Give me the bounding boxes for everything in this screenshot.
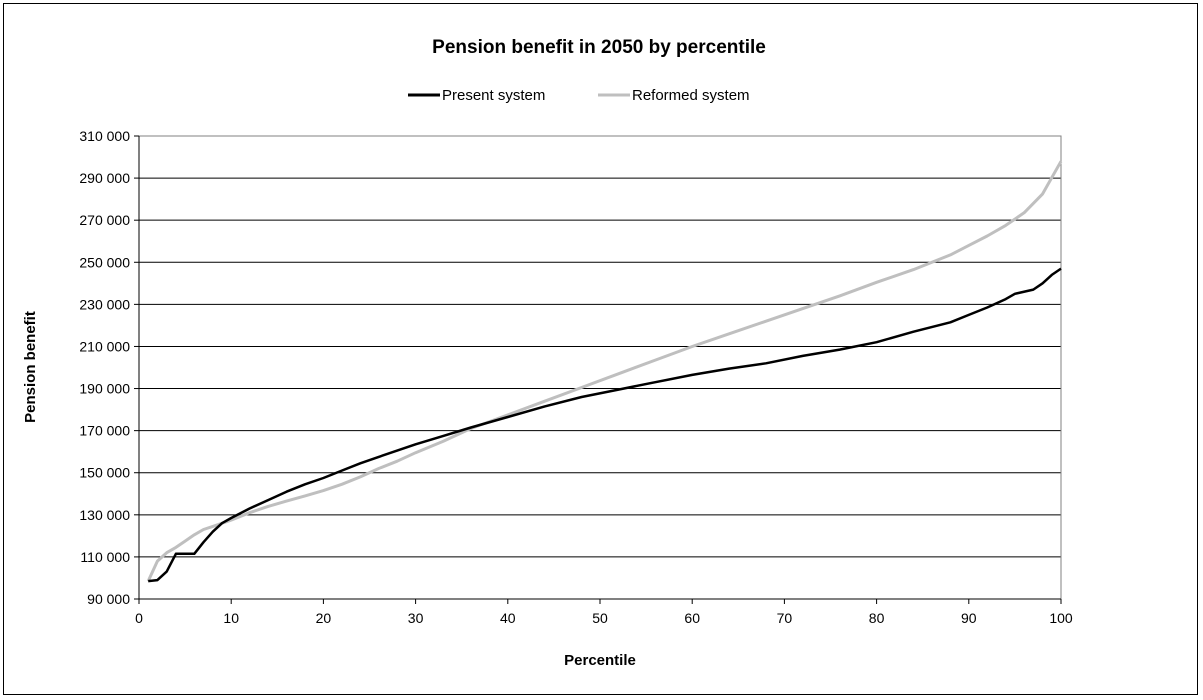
x-tick-label: 20 bbox=[316, 610, 332, 626]
x-axis: 0 10 20 30 40 50 60 70 80 90 100 bbox=[135, 598, 1073, 626]
x-tick-label: 0 bbox=[135, 610, 143, 626]
y-tick-label: 90 000 bbox=[87, 591, 130, 607]
y-tick-label: 110 000 bbox=[80, 549, 130, 565]
y-tick-label: 210 000 bbox=[79, 338, 130, 354]
line-chart: Pension benefit in 2050 by percentile Pr… bbox=[22, 37, 1073, 669]
x-tick-label: 50 bbox=[592, 610, 608, 626]
legend-label: Present system bbox=[442, 87, 545, 104]
x-tick-label: 90 bbox=[961, 610, 977, 626]
x-tick-label: 80 bbox=[869, 610, 885, 626]
y-tick-label: 190 000 bbox=[79, 381, 130, 397]
x-axis-title: Percentile bbox=[564, 652, 636, 669]
y-tick-label: 270 000 bbox=[79, 212, 130, 228]
series-lines bbox=[146, 160, 1063, 583]
y-axis: 90 000 110 000 130 000 150 000 170 000 190 00… bbox=[79, 128, 140, 607]
series-line-present-system bbox=[148, 267, 1062, 583]
y-tick-label: 130 000 bbox=[79, 507, 130, 523]
y-tick-label: 170 000 bbox=[79, 423, 130, 439]
y-tick-label: 310 000 bbox=[79, 128, 130, 144]
x-tick-label: 100 bbox=[1049, 610, 1073, 626]
chart-frame: Pension benefit in 2050 by percentile Pr… bbox=[3, 3, 1198, 695]
x-tick-label: 60 bbox=[684, 610, 700, 626]
plot-area bbox=[138, 135, 1062, 600]
legend: Present system Reformed system bbox=[408, 87, 750, 104]
chart-title: Pension benefit in 2050 by percentile bbox=[432, 37, 766, 58]
y-tick-label: 290 000 bbox=[79, 170, 130, 186]
y-tick-label: 230 000 bbox=[79, 296, 130, 312]
y-tick-label: 250 000 bbox=[79, 254, 130, 270]
gridlines bbox=[139, 135, 1061, 600]
x-tick-label: 30 bbox=[408, 610, 424, 626]
y-tick-label: 150 000 bbox=[79, 465, 130, 481]
x-tick-label: 70 bbox=[777, 610, 793, 626]
legend-label: Reformed system bbox=[632, 87, 750, 104]
series-line-reformed-system bbox=[146, 160, 1063, 582]
x-tick-label: 10 bbox=[223, 610, 239, 626]
y-axis-title: Pension benefit bbox=[22, 311, 39, 423]
x-tick-label: 40 bbox=[500, 610, 516, 626]
